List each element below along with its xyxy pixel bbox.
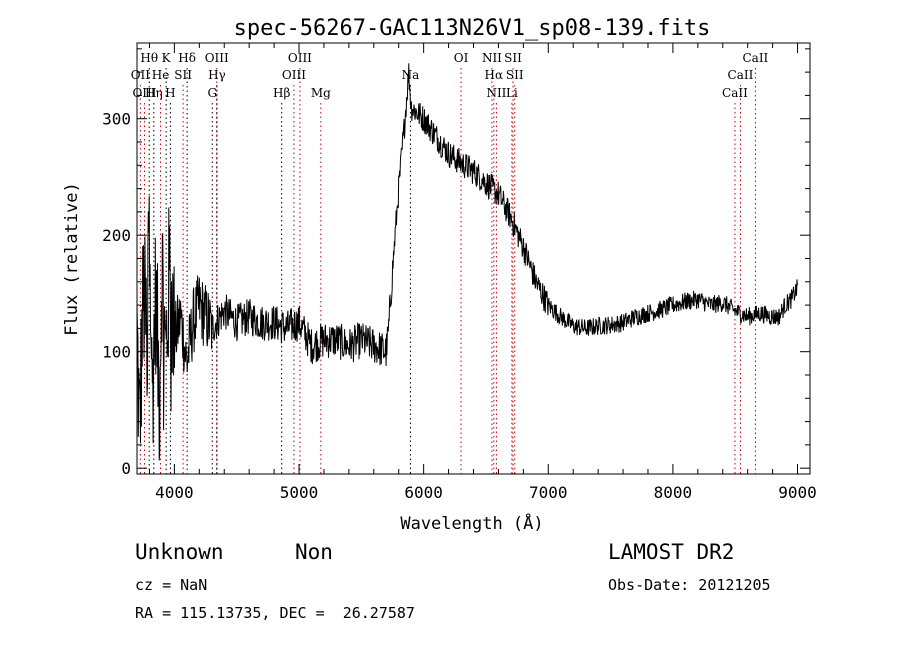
survey-label: LAMOST DR2 bbox=[608, 540, 735, 564]
spectral-line-label: Mg bbox=[311, 86, 331, 100]
subclass-label: Non bbox=[295, 540, 333, 564]
axes: 4000 5000 6000 7000 8000 9000 0 100 200 300 bbox=[102, 42, 817, 502]
plot-area bbox=[136, 63, 798, 461]
spectral-line-label: G bbox=[207, 86, 217, 100]
spectral-line-label: Hδ bbox=[178, 51, 196, 65]
spectral-line-label: SII bbox=[506, 68, 524, 82]
spectral-line-label: OII bbox=[131, 68, 151, 82]
x-tick-label: 8000 bbox=[654, 483, 693, 502]
spectral-line-label: OIII bbox=[132, 86, 156, 100]
spectral-line-label: OIII bbox=[288, 51, 312, 65]
classification-label: Unknown bbox=[135, 540, 224, 564]
redshift-label: cz = NaN bbox=[135, 576, 208, 594]
spectral-line-label: Na bbox=[402, 68, 420, 82]
spectral-line-label: CaII bbox=[728, 68, 754, 82]
spectral-line-label: NII bbox=[482, 51, 502, 65]
y-tick-label: 0 bbox=[121, 459, 131, 478]
x-tick-label: 4000 bbox=[155, 483, 194, 502]
spectral-line-label: OIII bbox=[282, 68, 306, 82]
spectral-line-label: Hη bbox=[145, 86, 163, 100]
spectral-line-label: K bbox=[162, 51, 172, 65]
spectral-line-label: Li bbox=[506, 86, 518, 100]
spectral-line-label: Hβ bbox=[273, 86, 290, 100]
spectral-line-label: NII bbox=[486, 86, 506, 100]
spectral-line-label: CaII bbox=[722, 86, 748, 100]
spectral-line-label: CaII bbox=[742, 51, 768, 65]
y-tick-label: 100 bbox=[102, 343, 131, 362]
y-tick-label: 200 bbox=[102, 226, 131, 245]
y-tick-label: 300 bbox=[102, 110, 131, 129]
y-axis-label: Flux (relative) bbox=[62, 182, 82, 336]
x-tick-label: 6000 bbox=[404, 483, 443, 502]
spectral-line-label: Hγ bbox=[208, 68, 226, 82]
x-tick-label: 5000 bbox=[280, 483, 319, 502]
spectrum-line bbox=[136, 63, 798, 461]
spectral-line-label: OIII bbox=[205, 51, 229, 65]
spectral-line-label: OI bbox=[454, 51, 469, 65]
spectral-line-label: SII bbox=[174, 68, 192, 82]
plot-frame bbox=[136, 42, 811, 475]
x-axis-label: Wavelength (Å) bbox=[400, 512, 543, 534]
spectral-line-label: Hθ bbox=[140, 51, 158, 65]
spectral-line-label: Hα bbox=[485, 68, 504, 82]
coordinates-label: RA = 115.13735, DEC = 26.27587 bbox=[135, 604, 415, 622]
chart-title: spec-56267-GAC113N26V1_sp08-139.fits bbox=[234, 16, 711, 41]
x-tick-label: 9000 bbox=[778, 483, 817, 502]
obs-date-label: Obs-Date: 20121205 bbox=[608, 576, 771, 594]
spectral-line-label: SII bbox=[504, 51, 522, 65]
spectral-line-label: H bbox=[165, 86, 175, 100]
spectral-line-label: He bbox=[152, 68, 170, 82]
x-tick-label: 7000 bbox=[529, 483, 568, 502]
